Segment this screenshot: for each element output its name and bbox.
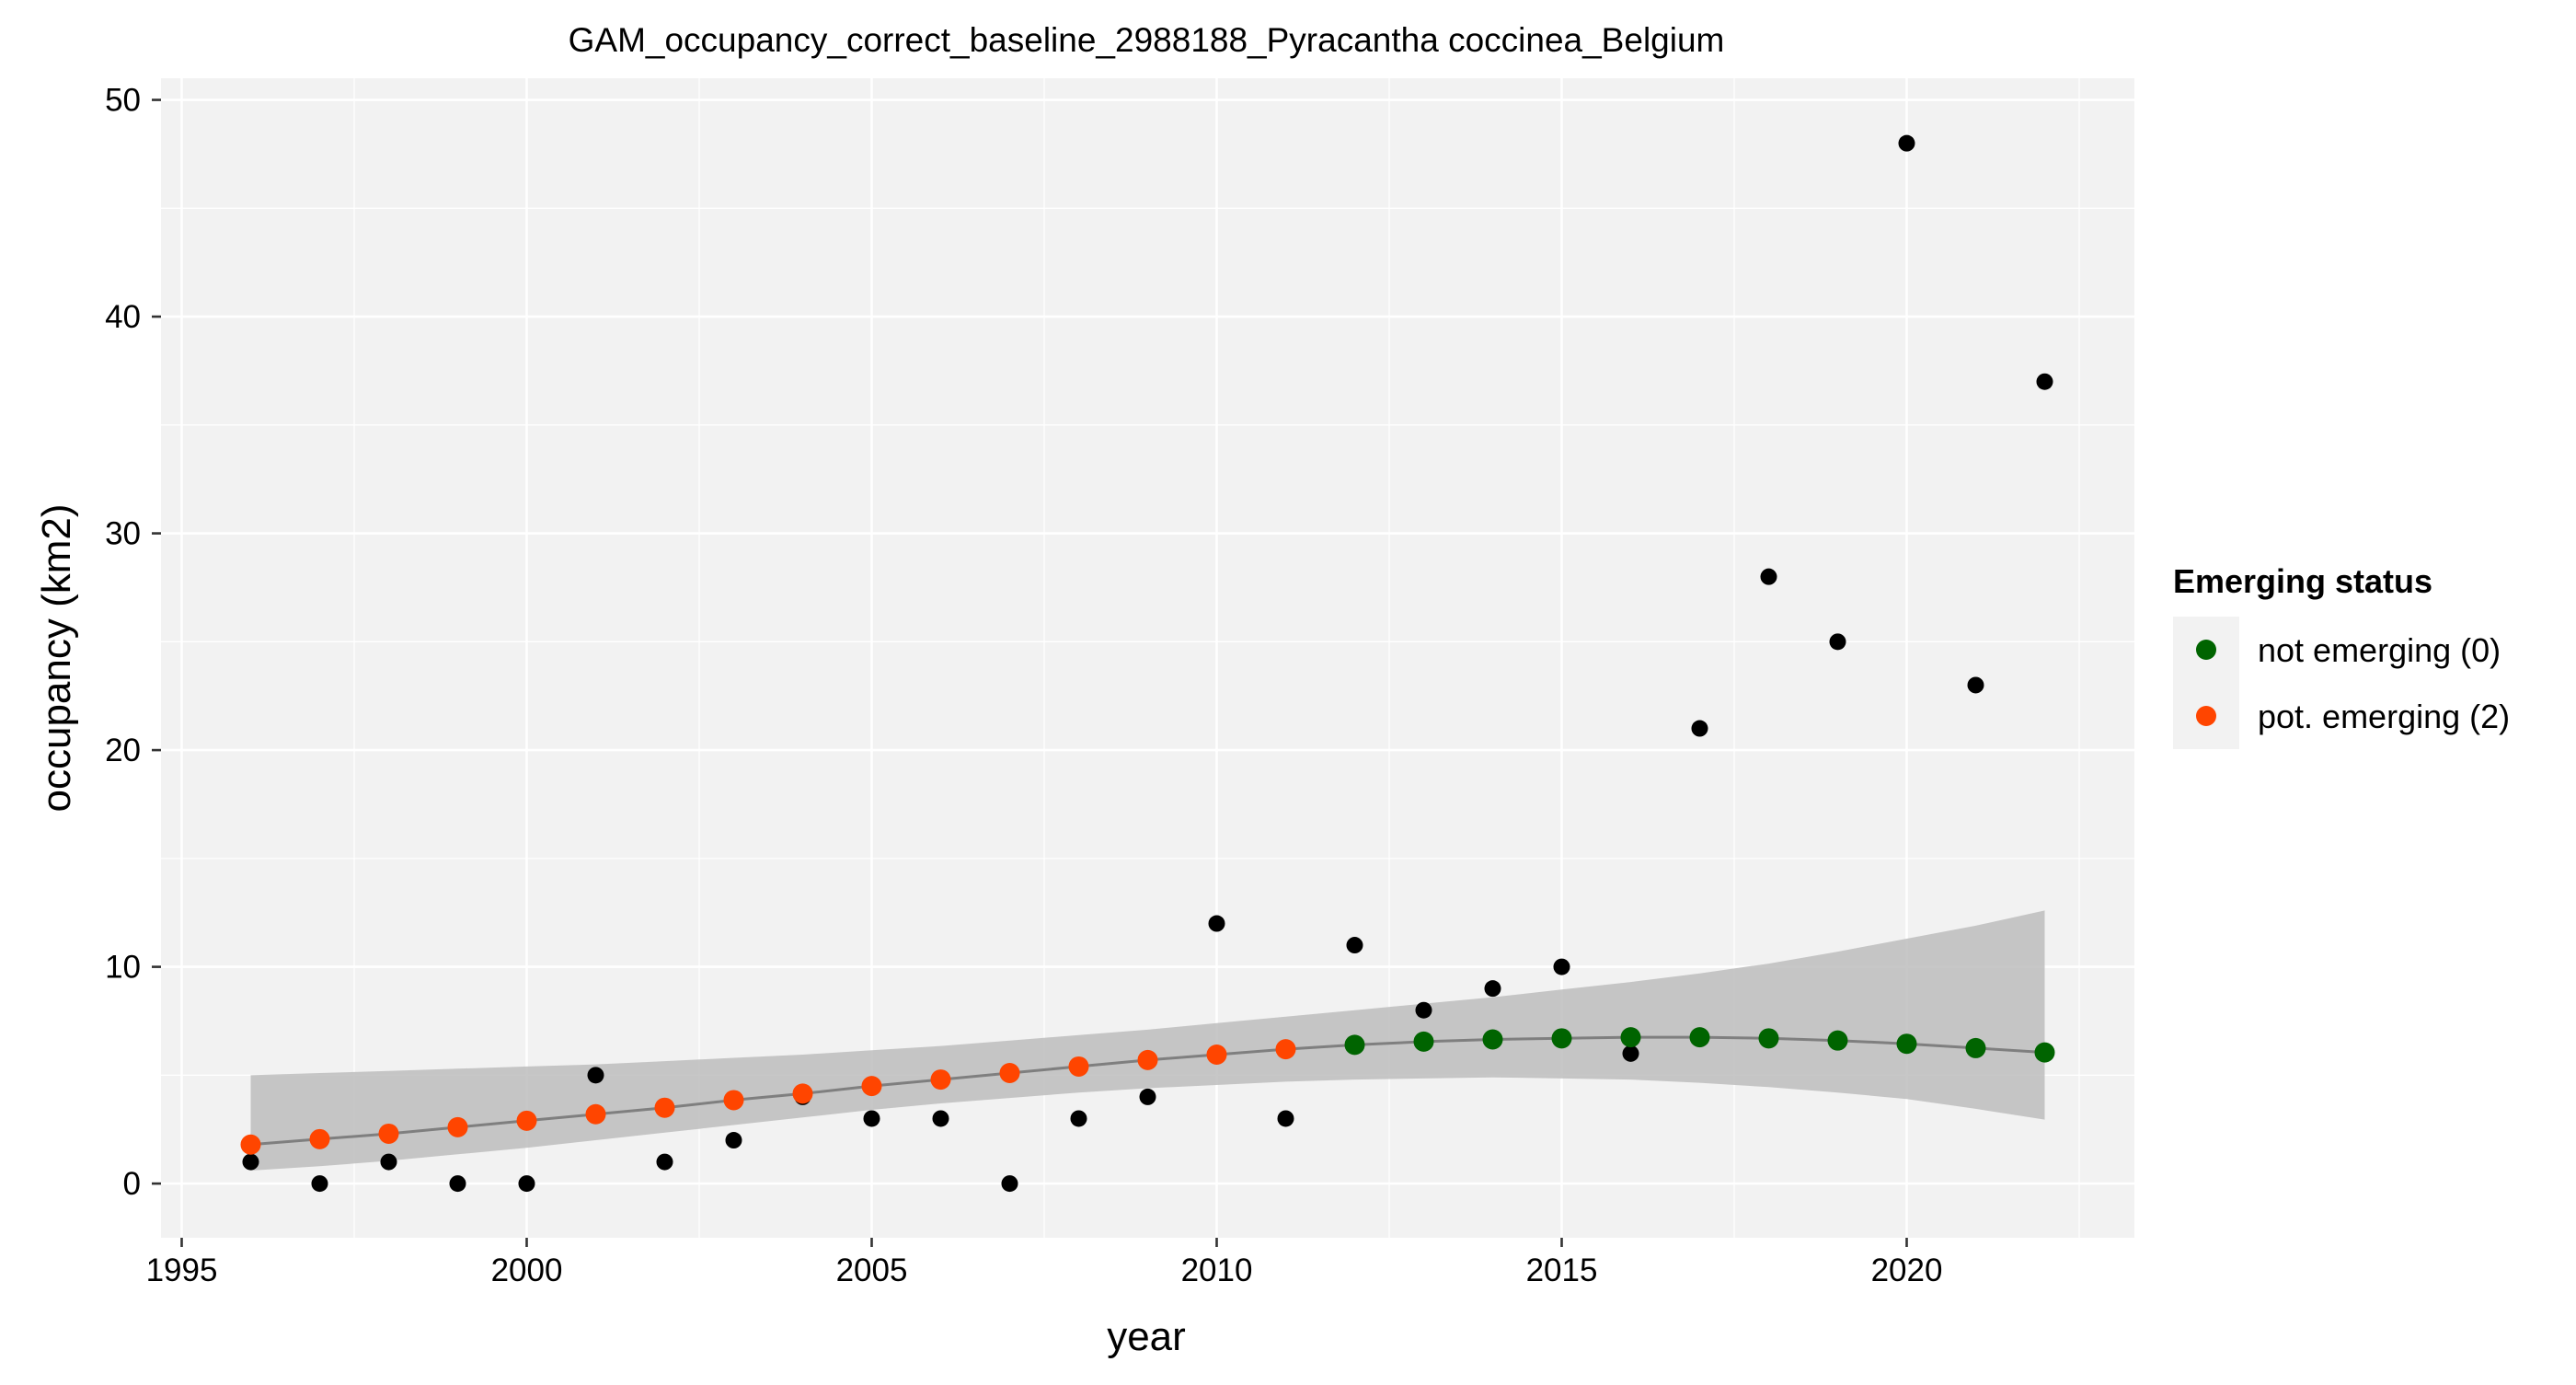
fitted-point-not-emerging bbox=[2034, 1042, 2055, 1063]
x-tick-label: 2005 bbox=[836, 1252, 908, 1288]
fitted-point-pot-emerging bbox=[723, 1090, 744, 1111]
observed-point bbox=[1415, 1001, 1432, 1019]
fitted-point-pot-emerging bbox=[1275, 1039, 1296, 1060]
x-tick-label: 2015 bbox=[1526, 1252, 1598, 1288]
fitted-point-not-emerging bbox=[1551, 1028, 1572, 1049]
observed-point bbox=[1208, 915, 1225, 932]
y-tick-label: 50 bbox=[105, 83, 141, 119]
observed-point bbox=[1898, 134, 1915, 152]
fitted-point-not-emerging bbox=[1344, 1034, 1365, 1056]
legend: Emerging status not emerging (0) pot. em… bbox=[2173, 562, 2510, 749]
y-tick-label: 40 bbox=[105, 299, 141, 335]
y-tick-label: 10 bbox=[105, 950, 141, 986]
observed-point bbox=[449, 1175, 466, 1193]
observed-point bbox=[518, 1175, 535, 1193]
x-axis: 1995 2000 2005 2010 2015 2020 bbox=[146, 1238, 1943, 1288]
observed-point bbox=[725, 1132, 742, 1149]
fitted-point-pot-emerging bbox=[516, 1110, 537, 1131]
fitted-point-not-emerging bbox=[1413, 1031, 1434, 1052]
fitted-point-pot-emerging bbox=[792, 1083, 813, 1104]
legend-title: Emerging status bbox=[2173, 562, 2432, 600]
legend-label-pot-emerging: pot. emerging (2) bbox=[2258, 698, 2510, 735]
observed-point bbox=[1829, 633, 1846, 651]
fitted-point-not-emerging bbox=[1482, 1029, 1503, 1050]
observed-point bbox=[1760, 568, 1777, 585]
fitted-point-pot-emerging bbox=[1068, 1056, 1089, 1077]
confidence-band bbox=[250, 910, 2045, 1171]
observed-point bbox=[932, 1110, 949, 1127]
observed-point bbox=[1967, 676, 1984, 694]
observed-point bbox=[242, 1153, 259, 1171]
y-axis-label: occupancy (km2) bbox=[34, 503, 79, 812]
fitted-point-pot-emerging bbox=[930, 1069, 951, 1091]
y-tick-label: 30 bbox=[105, 516, 141, 552]
y-tick-label: 20 bbox=[105, 733, 141, 768]
observed-point bbox=[1691, 720, 1708, 737]
fitted-point-pot-emerging bbox=[309, 1128, 330, 1149]
legend-key-background bbox=[2173, 617, 2239, 749]
fitted-point-pot-emerging bbox=[999, 1063, 1020, 1084]
fitted-point-not-emerging bbox=[1620, 1027, 1641, 1048]
observed-point bbox=[2036, 373, 2053, 390]
fitted-point-pot-emerging bbox=[585, 1103, 606, 1125]
fitted-point-pot-emerging bbox=[654, 1097, 675, 1118]
confidence-band-area bbox=[250, 910, 2045, 1171]
chart-title: GAM_occupancy_correct_baseline_2988188_P… bbox=[569, 21, 1725, 59]
legend-key-pot-emerging bbox=[2196, 706, 2216, 726]
fitted-point-pot-emerging bbox=[378, 1123, 399, 1144]
observed-point bbox=[1277, 1110, 1294, 1127]
legend-key-not-emerging bbox=[2196, 640, 2216, 660]
fitted-point-not-emerging bbox=[1827, 1030, 1848, 1051]
observed-point bbox=[656, 1153, 673, 1171]
fitted-point-pot-emerging bbox=[240, 1134, 261, 1155]
y-axis: 0 10 20 30 40 50 bbox=[105, 83, 161, 1202]
legend-label-not-emerging: not emerging (0) bbox=[2258, 631, 2501, 669]
observed-point bbox=[1622, 1045, 1639, 1062]
observed-point bbox=[587, 1067, 604, 1084]
x-tick-label: 2020 bbox=[1871, 1252, 1943, 1288]
fitted-point-pot-emerging bbox=[1206, 1044, 1227, 1065]
observed-point bbox=[380, 1153, 397, 1171]
observed-point bbox=[1484, 980, 1501, 998]
fitted-point-not-emerging bbox=[1965, 1037, 1986, 1058]
x-tick-label: 2000 bbox=[491, 1252, 563, 1288]
observed-point bbox=[863, 1110, 880, 1127]
x-axis-label: year bbox=[1107, 1314, 1186, 1359]
observed-point bbox=[1070, 1110, 1087, 1127]
observed-point bbox=[1139, 1088, 1156, 1105]
y-tick-label: 0 bbox=[123, 1166, 141, 1202]
fitted-point-not-emerging bbox=[1689, 1027, 1710, 1048]
fitted-point-pot-emerging bbox=[447, 1116, 468, 1137]
fitted-point-not-emerging bbox=[1758, 1028, 1779, 1049]
fitted-point-pot-emerging bbox=[1137, 1049, 1158, 1070]
x-tick-label: 1995 bbox=[146, 1252, 218, 1288]
fitted-points bbox=[240, 1027, 2055, 1155]
observed-point bbox=[311, 1175, 328, 1193]
x-tick-label: 2010 bbox=[1181, 1252, 1253, 1288]
fitted-point-not-emerging bbox=[1896, 1033, 1917, 1055]
observed-point bbox=[1346, 937, 1363, 954]
observed-point bbox=[1553, 958, 1570, 975]
observed-points bbox=[242, 134, 2053, 1193]
fitted-point-pot-emerging bbox=[861, 1076, 882, 1097]
observed-point bbox=[1001, 1175, 1018, 1193]
